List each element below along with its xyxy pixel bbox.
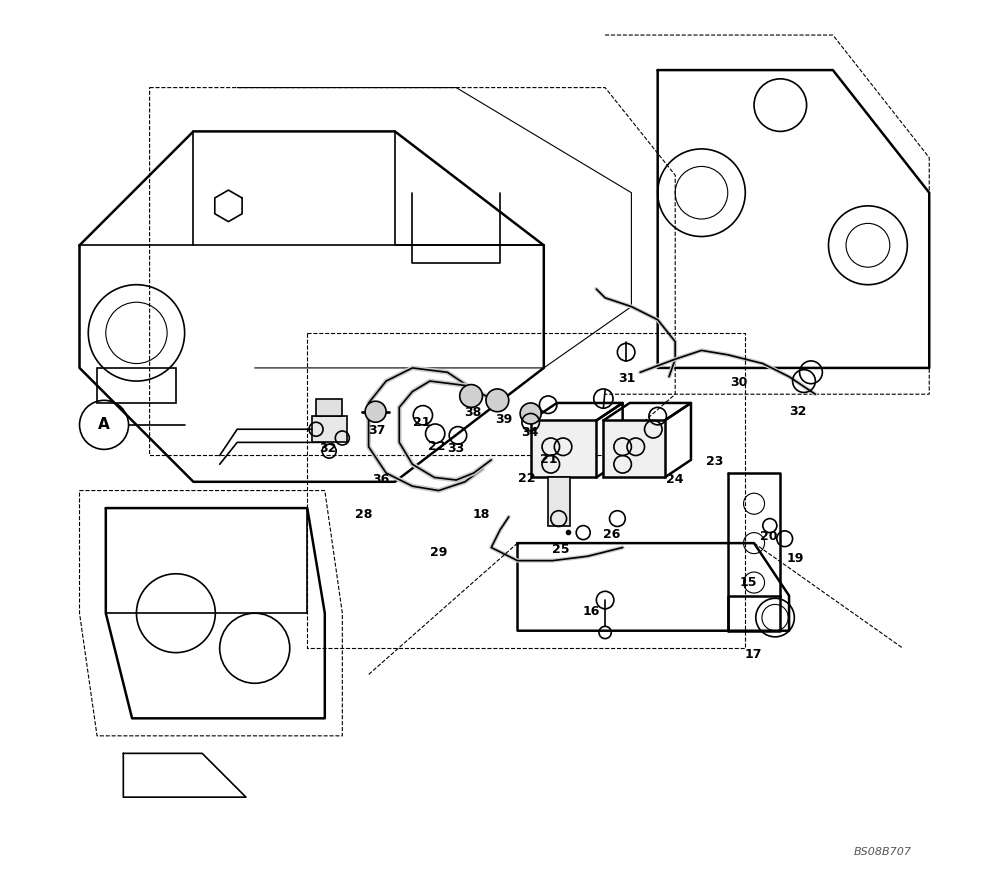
Text: 30: 30 xyxy=(730,377,748,389)
Bar xyxy=(531,420,596,477)
Text: 37: 37 xyxy=(368,425,385,437)
Text: 20: 20 xyxy=(760,530,778,542)
Text: 31: 31 xyxy=(618,372,636,385)
Text: BS08B707: BS08B707 xyxy=(854,847,912,857)
Text: 34: 34 xyxy=(521,427,538,439)
Text: 22: 22 xyxy=(428,441,446,453)
Bar xyxy=(603,420,665,477)
Text: 22: 22 xyxy=(518,472,535,484)
Text: 25: 25 xyxy=(552,543,569,555)
Text: 33: 33 xyxy=(447,442,464,455)
Text: 23: 23 xyxy=(706,456,723,468)
Text: 26: 26 xyxy=(603,528,621,540)
Text: 29: 29 xyxy=(430,547,447,559)
Text: 19: 19 xyxy=(787,553,804,565)
Text: 28: 28 xyxy=(355,508,372,520)
Text: 16: 16 xyxy=(582,605,600,618)
Circle shape xyxy=(365,401,386,422)
Bar xyxy=(97,368,176,403)
Circle shape xyxy=(520,403,541,424)
Circle shape xyxy=(486,389,509,412)
Bar xyxy=(312,416,347,442)
Text: 21: 21 xyxy=(540,453,558,465)
Bar xyxy=(316,399,342,416)
Text: 32: 32 xyxy=(320,442,337,455)
Text: 21: 21 xyxy=(413,416,431,428)
Text: 15: 15 xyxy=(740,576,758,589)
Bar xyxy=(548,477,570,526)
Text: 32: 32 xyxy=(789,406,807,418)
Text: 36: 36 xyxy=(372,473,389,485)
Text: 24: 24 xyxy=(666,473,684,485)
Text: 18: 18 xyxy=(473,508,490,520)
Text: 38: 38 xyxy=(464,406,481,419)
Text: 17: 17 xyxy=(744,648,762,661)
Text: 39: 39 xyxy=(495,413,512,426)
Circle shape xyxy=(460,385,482,407)
Text: A: A xyxy=(98,417,110,433)
